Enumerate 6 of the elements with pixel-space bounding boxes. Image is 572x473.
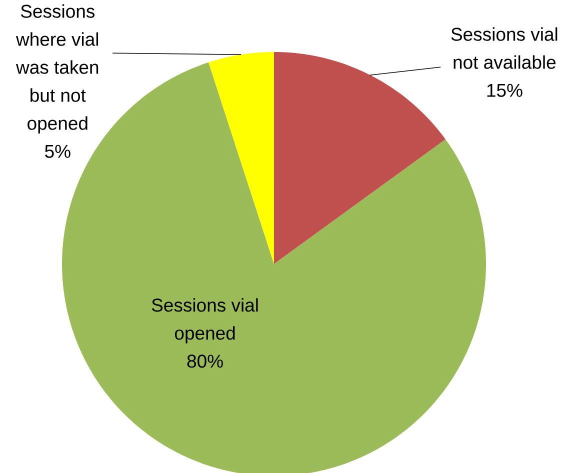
data-label: 5% (45, 144, 70, 158)
slice-label: Sessions where vial was taken but not opened (16, 4, 98, 134)
data-label: 80% (187, 354, 223, 368)
slice-label: Sessions vial not available (451, 27, 558, 69)
data-label: 15% (487, 84, 522, 97)
slice-label: Sessions vial opened (152, 298, 258, 344)
